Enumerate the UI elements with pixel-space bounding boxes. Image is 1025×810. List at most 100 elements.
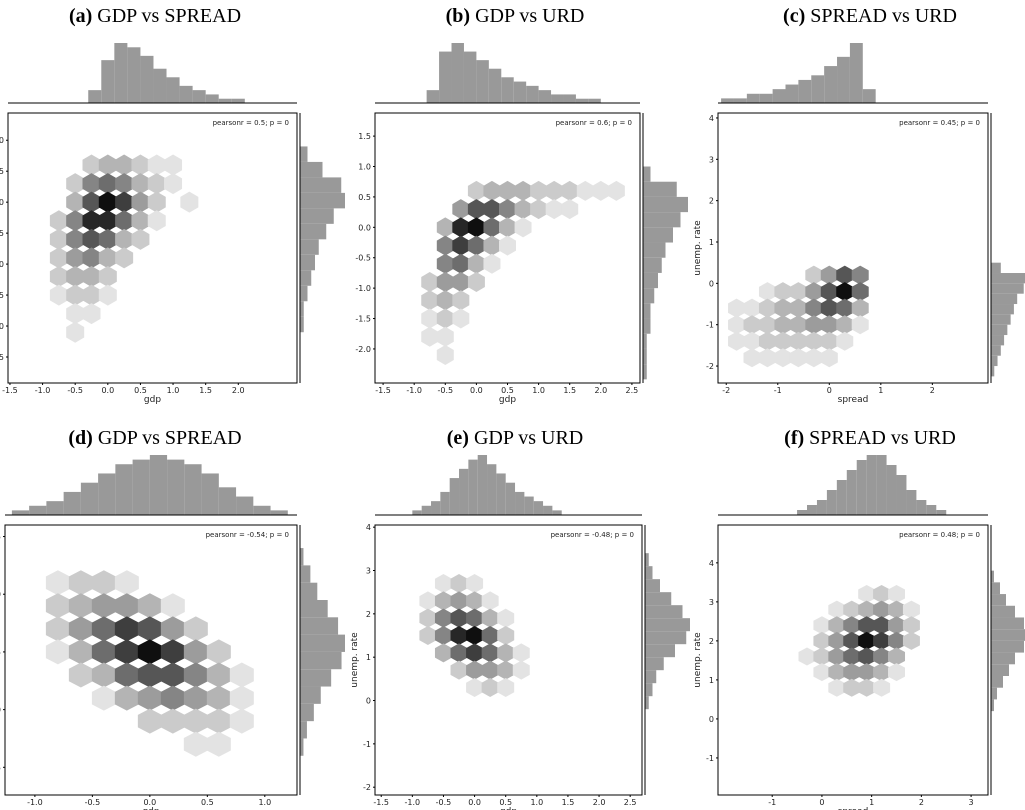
panel-label: (f) [784, 427, 804, 449]
hex-cell [147, 191, 166, 213]
x-hist-bar [179, 85, 193, 103]
y-axis-label: unemp. rate [350, 632, 360, 688]
hex-cell [66, 191, 85, 213]
hex-cell [147, 154, 166, 176]
y-hist-bar [643, 242, 666, 258]
y-tick-label: -1 [706, 754, 714, 763]
hex-cell [98, 191, 117, 213]
x-tick-label: 0.5 [501, 386, 514, 395]
hex-cell [873, 585, 891, 604]
x-tick-label: 1 [878, 386, 883, 395]
x-hist-bar [463, 51, 477, 103]
y-tick-label: 3 [709, 598, 714, 607]
hex-cell [466, 626, 484, 646]
hex-cell [843, 616, 861, 635]
hex-cell [499, 180, 516, 201]
hex-cell [229, 685, 254, 711]
y-tick-label: 0 [709, 715, 714, 724]
hex-cell [888, 663, 906, 682]
hex-cell [45, 570, 70, 596]
hex-cell [115, 210, 134, 232]
hex-cell [114, 639, 139, 665]
hex-cell [147, 210, 166, 232]
hex-cell [421, 272, 439, 293]
hex-cell [813, 647, 831, 666]
hex-cell [858, 616, 876, 635]
hex-cell [858, 647, 876, 666]
y-tick-label: 2 [709, 637, 714, 646]
plot-frame [374, 524, 643, 796]
hex-cell [183, 685, 208, 711]
hex-cell [805, 265, 823, 285]
hex-cell [137, 662, 162, 688]
y-tick-label: 4 [366, 523, 371, 532]
x-hist-bar [526, 85, 539, 103]
x-axis-label: gdp [144, 395, 161, 405]
y-tick-label: 0.5 [358, 193, 371, 202]
x-hist-bar [88, 90, 102, 103]
y-hist-bar [300, 161, 323, 178]
hex-cell [98, 228, 117, 250]
hex-cell [183, 731, 208, 757]
hex-cell [828, 616, 846, 635]
x-tick-label: 3 [969, 798, 974, 807]
x-hist-bar [431, 501, 441, 515]
panel: (f) SPREAD vs URD -1 0 1 2 3 -1 0 1 2 3 4 spread unem… [693, 427, 1025, 810]
hex-cell [873, 647, 891, 666]
y-hist-bar [300, 301, 304, 317]
y-hist-bar [645, 644, 675, 658]
x-tick-label: 1.0 [532, 386, 545, 395]
x-hist-bar [524, 496, 534, 515]
y-hist-bar [643, 181, 677, 197]
annotation: pearsonr = 0.5; p = 0 [213, 119, 289, 127]
plot-frame [7, 112, 298, 384]
x-hist-bar [114, 43, 128, 103]
y-axis-label: unemp. rate [693, 632, 703, 688]
hex-cell [98, 247, 117, 269]
x-axis-label: spread [838, 807, 869, 810]
x-tick-label: 0 [819, 798, 824, 807]
hex-cell [450, 574, 468, 594]
x-hist-bar [140, 55, 154, 103]
x-hist-bar [862, 89, 876, 103]
hex-cell [828, 678, 846, 697]
y-hist-bar [645, 696, 649, 710]
x-hist-bar [746, 93, 760, 103]
hex-cell [514, 199, 532, 220]
x-axis-label: gdp [500, 807, 517, 810]
x-hist-bar [63, 491, 81, 515]
hex-cell [828, 600, 846, 619]
hex-cell [758, 348, 776, 368]
hex-cell [828, 663, 846, 682]
hex-cell [206, 639, 231, 665]
y-hist-bar [300, 738, 304, 756]
hex-cell [858, 678, 876, 697]
hex-cell [114, 685, 139, 711]
hex-cell [160, 662, 185, 688]
hex-cell [481, 591, 499, 611]
x-hist-bar [487, 464, 497, 515]
hex-cell [91, 570, 116, 596]
x-hist-bar [543, 505, 553, 515]
x-tick-label: -1.0 [27, 798, 43, 807]
panel-title-text: SPREAD vs URD [809, 427, 956, 449]
x-hist-bar [816, 500, 827, 515]
x-hist-bar [533, 501, 544, 515]
y-tick-label: -2.0 [0, 322, 4, 331]
hex-cell [160, 616, 185, 642]
x-tick-label: 0.5 [201, 798, 214, 807]
y-hist-bar [991, 640, 1024, 653]
y-tick-label: 4 [709, 559, 714, 568]
x-tick-label: 0 [827, 386, 832, 395]
x-tick-label: 1.0 [167, 386, 180, 395]
x-hist-bar [412, 510, 422, 515]
plot-frame [717, 112, 989, 384]
hex-cell [66, 265, 85, 287]
y-hist-bar [643, 303, 651, 319]
y-hist-bar [645, 553, 649, 567]
hex-cell [419, 591, 437, 611]
x-tick-label: 2.5 [624, 798, 637, 807]
x-tick-label: -0.5 [437, 386, 453, 395]
hex-cell [164, 154, 183, 176]
x-hist-bar [218, 98, 232, 103]
